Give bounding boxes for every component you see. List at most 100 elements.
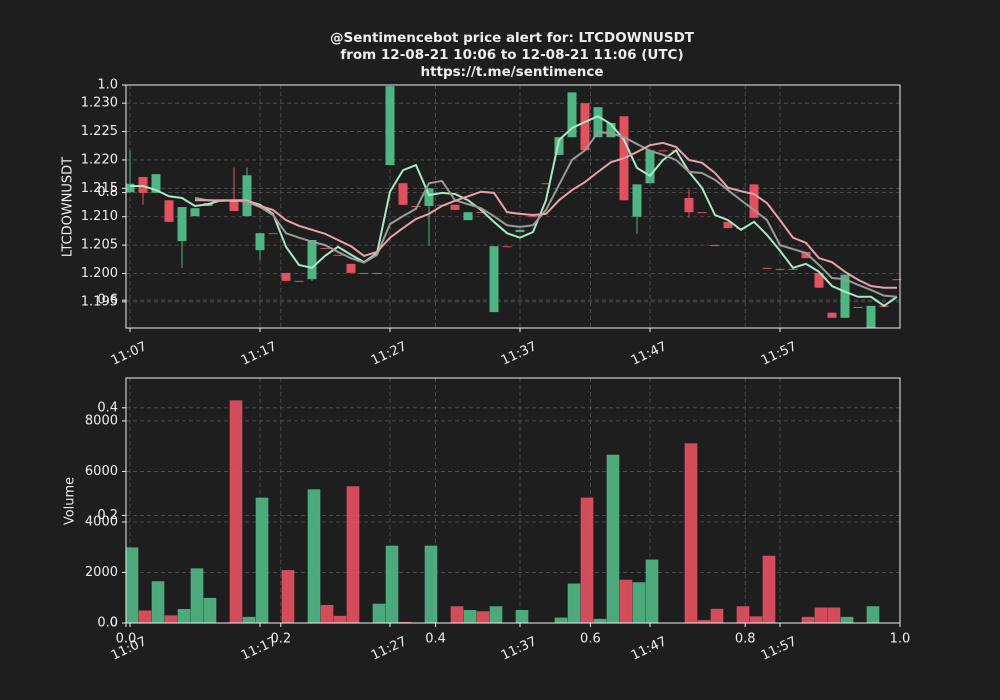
candle-body xyxy=(892,279,902,281)
candle-body xyxy=(788,268,798,270)
chart-subtitle: from 12-08-21 10:06 to 12-08-21 11:06 (U… xyxy=(340,47,683,63)
volume-bar xyxy=(866,606,880,624)
y-tick-label: 0.6 xyxy=(97,293,118,308)
volume-bar xyxy=(281,570,295,624)
candle-body xyxy=(177,207,187,242)
candle-body xyxy=(554,137,564,155)
candle-body xyxy=(632,184,642,217)
ma-line xyxy=(194,131,898,298)
plot-layer: 0.0 0.2 0.4 0.6 0.8 1.0 0.0 0.2 0.4 0.6 0.8 1.0 1.19… xyxy=(81,78,911,664)
candle-body xyxy=(151,174,161,193)
candle-body xyxy=(242,175,252,217)
y-tick-label: 0 xyxy=(110,616,118,631)
volume-bar xyxy=(632,582,646,624)
y-tick-label: 0.4 xyxy=(97,400,118,415)
volume-bar xyxy=(151,581,165,624)
volume-bar xyxy=(580,497,594,624)
candle-body xyxy=(489,246,499,313)
y-tick-label: 0.2 xyxy=(97,508,118,523)
volume-bar xyxy=(463,610,477,624)
candle-body xyxy=(710,245,720,247)
candle-body xyxy=(450,204,460,210)
volume-bar xyxy=(476,611,490,624)
volume-bar xyxy=(255,497,269,624)
candle-body xyxy=(333,254,343,256)
candle-body xyxy=(268,233,278,235)
volume-bar xyxy=(645,559,659,624)
volume-bar xyxy=(138,610,152,624)
candle-body xyxy=(138,176,148,193)
volume-bar xyxy=(801,616,815,624)
volume-bar xyxy=(177,609,191,624)
y-tick-label: 1.230 xyxy=(81,96,118,111)
y-tick-label: 1.0 xyxy=(97,78,118,93)
volume-bar xyxy=(333,615,347,624)
volume-bar xyxy=(242,616,256,624)
volume-bar xyxy=(346,486,360,624)
y-tick-label: 1.225 xyxy=(81,124,118,139)
candle-body xyxy=(229,200,239,212)
plot-frame xyxy=(125,377,901,624)
candle-body xyxy=(814,272,824,288)
volume-bar xyxy=(736,606,750,624)
volume-bar xyxy=(385,545,399,624)
candle-body xyxy=(658,150,668,152)
candle-body xyxy=(840,274,850,318)
volume-bar xyxy=(710,608,724,624)
candle-body xyxy=(645,150,655,184)
candle-body xyxy=(125,183,135,193)
ma-line xyxy=(195,141,897,289)
candle-body xyxy=(294,280,304,282)
volume-bar xyxy=(827,607,841,624)
volume-bar xyxy=(593,618,607,624)
y-axis-label: Volume xyxy=(63,477,78,525)
candle-body xyxy=(372,272,382,274)
candle-body xyxy=(723,221,733,229)
candle-body xyxy=(749,184,759,218)
y-tick-label: 4000 xyxy=(85,514,118,529)
volume-bar xyxy=(489,606,503,624)
candle-body xyxy=(385,86,395,166)
chart-link: https://t.me/sentimence xyxy=(420,64,603,80)
volume-bar xyxy=(320,605,334,624)
candle-body xyxy=(853,306,863,308)
volume-bar xyxy=(606,454,620,624)
x-tick-label: 0.8 xyxy=(735,632,756,647)
chart-title: @Sentimencebot price alert for: LTCDOWNU… xyxy=(330,30,695,46)
candle-body xyxy=(593,107,603,138)
volume-bar xyxy=(307,489,321,624)
x-tick-label: 1.0 xyxy=(890,632,911,647)
volume-bar xyxy=(424,545,438,624)
volume-bar xyxy=(554,617,568,624)
y-tick-label: 1.210 xyxy=(81,209,118,224)
candle-body xyxy=(411,205,421,207)
volume-bar xyxy=(203,597,217,624)
candle-body xyxy=(528,216,538,218)
volume-bar xyxy=(450,606,464,624)
y-tick-label: 1.205 xyxy=(81,238,118,253)
candle-body xyxy=(463,212,473,221)
candle-body xyxy=(515,229,525,233)
volume-bar xyxy=(684,443,698,624)
volume-bar xyxy=(515,610,529,624)
y-tick-label: 0.8 xyxy=(97,185,118,200)
candle-body xyxy=(255,233,265,251)
candle-body xyxy=(320,247,330,249)
candle-body xyxy=(346,263,356,273)
candle-body xyxy=(398,183,408,205)
candle-body xyxy=(606,123,616,138)
candle-body xyxy=(567,92,577,138)
candle-body xyxy=(827,312,837,318)
candle-body xyxy=(359,272,369,274)
y-tick-label: 1.215 xyxy=(81,181,118,196)
volume-bar xyxy=(567,583,581,624)
candle-body xyxy=(775,268,785,270)
y-tick-label: 1.220 xyxy=(81,152,118,167)
candle-body xyxy=(684,197,694,213)
candle-body xyxy=(164,200,174,222)
plot-frame xyxy=(125,84,901,329)
candle-body xyxy=(502,246,512,248)
candle-body xyxy=(762,267,772,269)
